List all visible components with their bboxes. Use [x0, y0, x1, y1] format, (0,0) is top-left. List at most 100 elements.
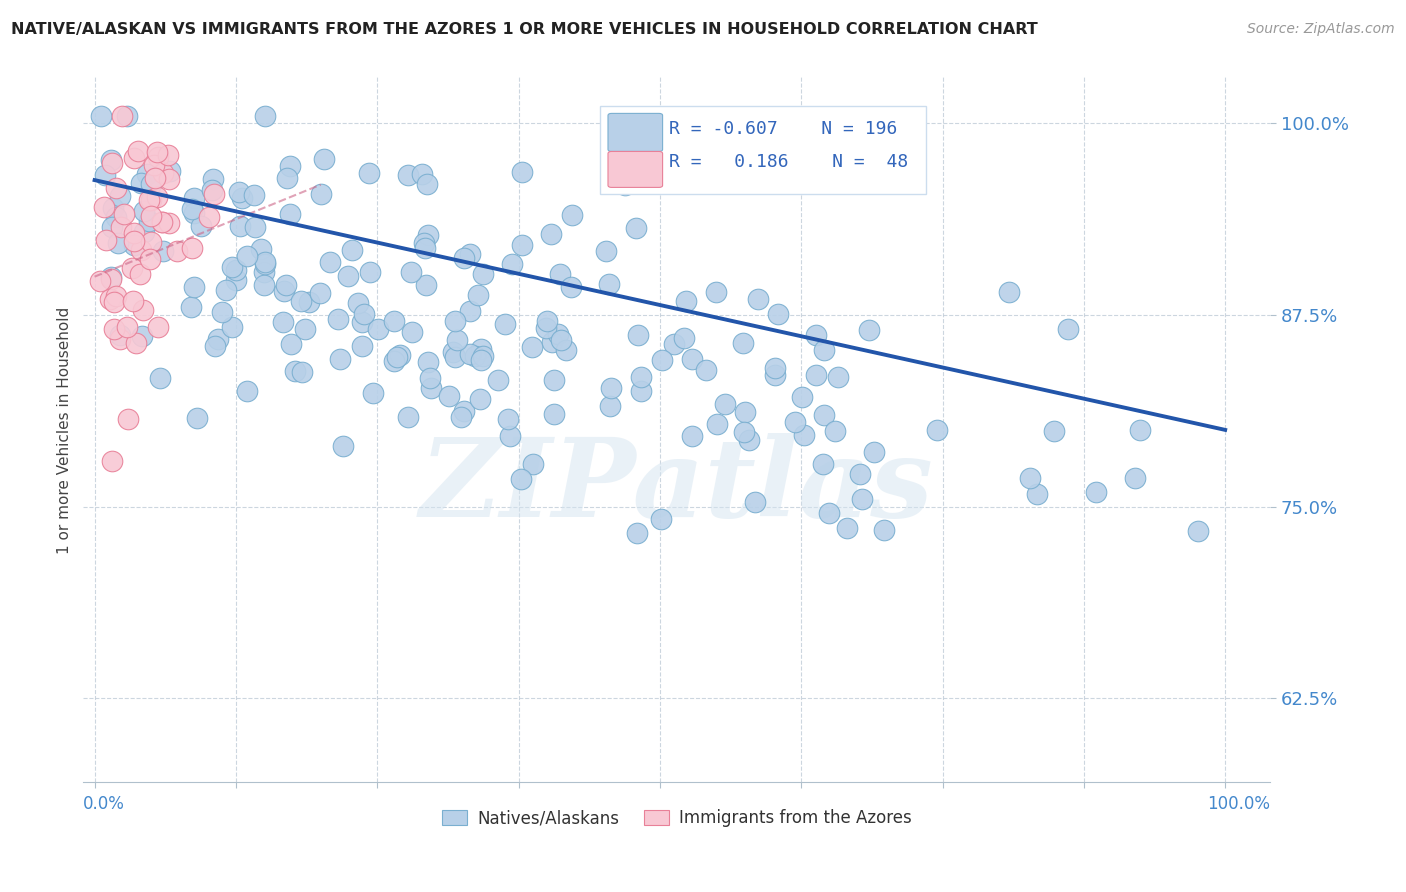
Point: [100, 153, 122, 167]
Point: [132, 203, 155, 218]
Point: [499, 429, 522, 443]
Point: [139, 252, 162, 266]
Point: [486, 373, 509, 387]
Point: [157, 216, 180, 230]
Point: [131, 243, 153, 257]
Point: [681, 429, 703, 443]
Point: [651, 352, 673, 367]
Point: [207, 332, 229, 346]
Point: [127, 145, 149, 159]
Point: [252, 265, 274, 279]
Point: [714, 397, 737, 411]
Point: [132, 303, 155, 318]
Point: [236, 384, 259, 399]
Text: NATIVE/ALASKAN VS IMMIGRANTS FROM THE AZORES 1 OR MORE VEHICLES IN HOUSEHOLD COR: NATIVE/ALASKAN VS IMMIGRANTS FROM THE AZ…: [11, 22, 1038, 37]
Point: [458, 347, 481, 361]
Point: [276, 278, 298, 293]
Point: [453, 251, 475, 265]
Point: [468, 392, 491, 406]
Point: [138, 194, 160, 208]
Point: [793, 428, 815, 442]
Point: [467, 288, 489, 302]
Point: [139, 193, 162, 207]
Point: [733, 336, 755, 351]
Point: [122, 238, 145, 252]
Point: [534, 321, 557, 335]
Point: [813, 343, 835, 358]
Point: [446, 333, 468, 347]
Point: [143, 170, 166, 185]
Point: [156, 148, 179, 162]
Point: [298, 294, 321, 309]
Point: [1019, 471, 1042, 485]
Point: [332, 439, 354, 453]
Point: [470, 352, 492, 367]
Point: [103, 201, 125, 215]
Point: [122, 234, 145, 248]
Point: [614, 178, 637, 192]
Point: [101, 219, 124, 234]
Text: Source: ZipAtlas.com: Source: ZipAtlas.com: [1247, 22, 1395, 37]
Point: [105, 210, 128, 224]
Point: [444, 350, 467, 364]
Point: [863, 445, 886, 459]
Point: [1057, 322, 1080, 336]
Point: [813, 457, 835, 471]
Text: 100.0%: 100.0%: [1208, 795, 1271, 813]
Point: [254, 109, 277, 123]
Point: [136, 167, 159, 181]
Text: R = -0.607    N = 196: R = -0.607 N = 196: [668, 120, 897, 137]
FancyBboxPatch shape: [607, 113, 662, 152]
Point: [522, 457, 544, 471]
Point: [129, 267, 152, 281]
Point: [851, 492, 873, 507]
Point: [627, 328, 650, 343]
Point: [734, 405, 756, 419]
Point: [763, 360, 786, 375]
Point: [624, 221, 647, 235]
Point: [1085, 485, 1108, 500]
Point: [139, 235, 162, 249]
Point: [555, 343, 578, 358]
Point: [146, 145, 169, 160]
Point: [139, 177, 162, 191]
Point: [150, 215, 173, 229]
Point: [197, 210, 219, 224]
Point: [284, 363, 307, 377]
Point: [312, 152, 335, 166]
Point: [347, 296, 370, 310]
Point: [510, 238, 533, 252]
Point: [396, 168, 419, 182]
Point: [186, 411, 208, 425]
Point: [183, 205, 205, 219]
Point: [595, 244, 617, 259]
Point: [1187, 524, 1209, 538]
Point: [733, 425, 755, 440]
Point: [681, 352, 703, 367]
Point: [464, 349, 486, 363]
Point: [1042, 424, 1064, 438]
Point: [157, 172, 180, 186]
Point: [103, 294, 125, 309]
Point: [273, 284, 295, 298]
Point: [146, 190, 169, 204]
Point: [111, 109, 134, 123]
Point: [243, 219, 266, 234]
Point: [329, 352, 352, 367]
Point: [510, 165, 533, 179]
Point: [152, 166, 174, 180]
Point: [360, 265, 382, 279]
Point: [818, 507, 841, 521]
Point: [214, 283, 236, 297]
Point: [101, 453, 124, 467]
Point: [336, 269, 359, 284]
Point: [695, 362, 717, 376]
Point: [443, 314, 465, 328]
Point: [664, 337, 686, 351]
Point: [202, 187, 225, 202]
Point: [101, 155, 124, 169]
Point: [411, 168, 433, 182]
Point: [352, 339, 374, 353]
Point: [744, 494, 766, 508]
Point: [211, 305, 233, 319]
